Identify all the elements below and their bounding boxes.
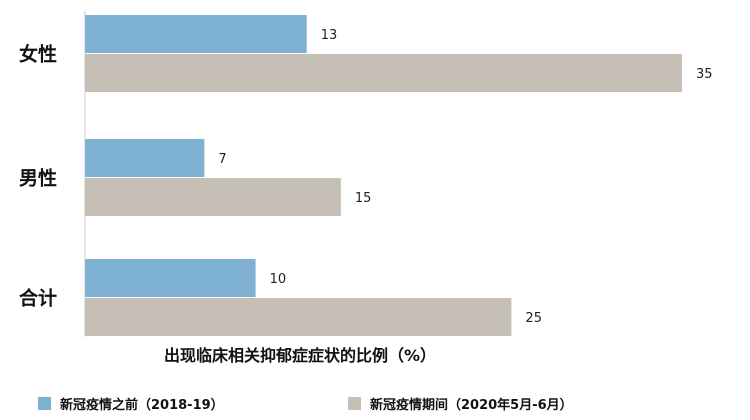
- legend: 新冠疫情之前（2018-19） 新冠疫情期间（2020年5月-6月）: [38, 397, 573, 413]
- category-label-2: 合计: [19, 287, 57, 310]
- legend-swatch-1: [348, 397, 361, 410]
- legend-label-0: 新冠疫情之前（2018-19）: [60, 397, 224, 413]
- bar-0-0: [85, 15, 307, 53]
- value-label-0-2: 10: [270, 272, 287, 287]
- bar-0-1: [85, 139, 205, 177]
- bar-1-0: [85, 54, 682, 92]
- legend-swatch-0: [38, 397, 51, 410]
- value-label-1-1: 15: [355, 191, 372, 206]
- bars-layer: 女性 13 35 男性 7 15 合计 10 25: [19, 15, 713, 336]
- bar-1-1: [85, 178, 341, 216]
- value-label-1-2: 25: [525, 311, 542, 326]
- bar-0-2: [85, 259, 256, 297]
- value-label-0-1: 7: [218, 152, 226, 167]
- x-axis-label: 出现临床相关抑郁症症状的比例（%）: [164, 346, 436, 365]
- bar-1-2: [85, 298, 512, 336]
- category-label-1: 男性: [19, 167, 57, 190]
- value-label-1-0: 35: [696, 67, 713, 82]
- value-label-0-0: 13: [321, 28, 338, 43]
- category-label-0: 女性: [19, 43, 57, 66]
- legend-label-1: 新冠疫情期间（2020年5月-6月）: [370, 397, 573, 413]
